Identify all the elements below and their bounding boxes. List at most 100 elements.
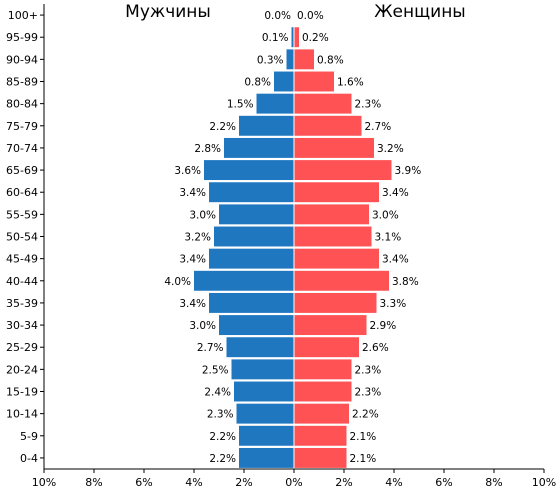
bar-male-0-4 [239,447,294,468]
bar-female-40-44 [294,270,389,291]
y-tick-label-75-79: 75-79 [6,120,38,133]
value-label-male-65-69: 3.6% [174,165,201,177]
bar-male-75-79 [239,115,294,136]
value-label-female-95-99: 0.2% [302,32,329,44]
series-heading-female: Женщины [374,2,465,22]
value-label-female-50-54: 3.1% [375,232,402,244]
bar-female-55-59 [294,204,369,225]
value-label-male-90-94: 0.3% [257,54,284,66]
y-tick-label-80-84: 80-84 [6,98,38,111]
value-label-male-0-4: 2.2% [209,453,236,465]
value-label-male-30-34: 3.0% [189,320,216,332]
bar-male-25-29 [226,337,294,358]
value-label-female-20-24: 2.3% [355,364,382,376]
bar-male-15-19 [234,381,294,402]
value-label-female-90-94: 0.8% [317,54,344,66]
bar-female-85-89 [294,71,334,92]
value-label-male-95-99: 0.1% [262,32,289,44]
y-tick-label-0-4: 0-4 [20,452,38,465]
value-label-female-70-74: 3.2% [377,143,404,155]
value-label-female-60-64: 3.4% [382,187,409,199]
value-label-female-0-4: 2.1% [350,453,377,465]
bar-male-70-74 [224,137,294,158]
bar-male-95-99 [291,27,294,48]
value-label-female-75-79: 2.7% [365,121,392,133]
y-tick-label-45-49: 45-49 [6,253,38,266]
value-label-male-85-89: 0.8% [244,77,271,89]
bar-male-60-64 [209,182,294,203]
value-label-female-45-49: 3.4% [382,254,409,266]
value-label-male-60-64: 3.4% [179,187,206,199]
value-label-male-35-39: 3.4% [179,298,206,310]
value-label-male-100+: 0.0% [264,10,291,22]
y-tick-label-10-14: 10-14 [6,408,38,421]
axes-group: 0-4 5-9 10-14 15-19 20-24 25-29 30-34 35-39 40-4… [6,4,556,489]
bar-male-45-49 [209,248,294,269]
value-label-male-80-84: 1.5% [227,99,254,111]
bar-male-90-94 [286,49,294,70]
bar-male-5-9 [239,425,294,446]
bar-female-60-64 [294,182,379,203]
value-label-male-10-14: 2.3% [207,409,234,421]
value-label-female-35-39: 3.3% [380,298,407,310]
value-label-female-100+: 0.0% [297,10,324,22]
bar-female-75-79 [294,115,362,136]
y-tick-label-60-64: 60-64 [6,186,38,199]
bar-female-0-4 [294,447,347,468]
x-tick-label-2: 6% [135,476,152,489]
y-tick-label-35-39: 35-39 [6,297,38,310]
bar-female-5-9 [294,425,347,446]
value-label-female-80-84: 2.3% [355,99,382,111]
value-label-male-55-59: 3.0% [189,209,216,221]
y-tick-label-65-69: 65-69 [6,164,38,177]
x-tick-label-7: 4% [385,476,402,489]
bar-male-10-14 [236,403,294,424]
bar-male-55-59 [219,204,294,225]
bar-female-45-49 [294,248,379,269]
value-label-female-15-19: 2.3% [355,387,382,399]
value-label-female-85-89: 1.6% [337,77,364,89]
y-tick-label-95-99: 95-99 [6,31,38,44]
y-tick-label-30-34: 30-34 [6,319,38,332]
bar-female-25-29 [294,337,359,358]
value-label-female-10-14: 2.2% [352,409,379,421]
y-tick-label-40-44: 40-44 [6,275,38,288]
bar-male-80-84 [256,93,294,114]
bar-female-70-74 [294,137,374,158]
bar-female-10-14 [294,403,349,424]
bars-group [194,4,392,469]
bar-male-85-89 [274,71,294,92]
bar-female-15-19 [294,381,352,402]
value-label-male-45-49: 3.4% [179,254,206,266]
y-tick-label-55-59: 55-59 [6,208,38,221]
x-tick-label-8: 6% [435,476,452,489]
y-tick-label-25-29: 25-29 [6,341,38,354]
x-tick-label-9: 8% [485,476,502,489]
x-tick-label-1: 8% [85,476,102,489]
value-label-male-50-54: 3.2% [184,232,211,244]
value-label-male-20-24: 2.5% [202,364,229,376]
bar-female-65-69 [294,160,392,181]
bar-female-30-34 [294,315,367,336]
value-label-female-5-9: 2.1% [350,431,377,443]
value-label-female-65-69: 3.9% [395,165,422,177]
x-tick-label-6: 2% [335,476,352,489]
y-tick-label-15-19: 15-19 [6,386,38,399]
bar-female-35-39 [294,292,377,313]
y-tick-label-90-94: 90-94 [6,53,38,66]
value-label-female-55-59: 3.0% [372,209,399,221]
y-tick-label-50-54: 50-54 [6,231,38,244]
bar-male-50-54 [214,226,294,247]
y-tick-label-70-74: 70-74 [6,142,38,155]
value-label-male-75-79: 2.2% [209,121,236,133]
bar-male-30-34 [219,315,294,336]
bar-female-50-54 [294,226,372,247]
bar-male-65-69 [204,160,294,181]
y-tick-label-5-9: 5-9 [20,430,38,443]
value-label-female-40-44: 3.8% [392,276,419,288]
value-label-male-5-9: 2.2% [209,431,236,443]
x-tick-label-4: 2% [235,476,252,489]
value-labels-group: 2.2% 2.1% 2.2% 2.1% 2.3% 2.2% 2.4% 2.3% 2.5% 2.3%… [164,10,421,465]
y-tick-label-20-24: 20-24 [6,363,38,376]
